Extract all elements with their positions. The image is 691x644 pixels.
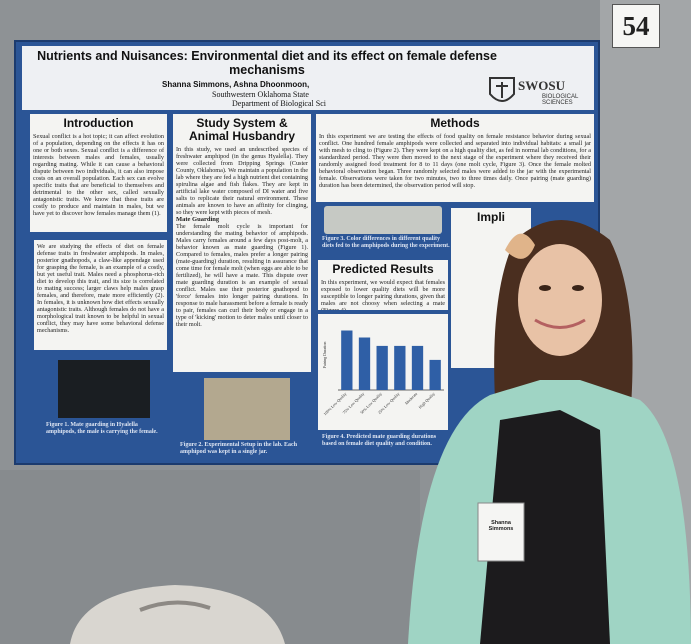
booth-number: 54 (612, 4, 660, 48)
department: Department of Biological Sci (232, 99, 326, 108)
figure-caption: Figure 1. Mate guarding in Hyalella amph… (46, 422, 158, 435)
figure-caption: Figure 3. Color differences in different… (322, 236, 450, 249)
badge-name: Shanna Simmons (488, 520, 514, 532)
badge (477, 502, 525, 562)
chair-handle (139, 600, 211, 612)
eye (539, 285, 551, 291)
methods-panel: Methods In this experiment we are testin… (316, 114, 594, 202)
figure-photo (324, 206, 442, 234)
figure-photo (204, 378, 290, 440)
intro-panel-2: We are studying the effects of diet on f… (34, 240, 167, 350)
authors: Shanna Simmons, Ashna Dhoonmoon, (162, 80, 310, 89)
subheading: Mate Guarding (176, 216, 220, 223)
paragraph: We are studying the effects of diet on f… (37, 243, 164, 334)
paragraph: Sexual conflict is a hot topic; it can a… (33, 133, 164, 217)
paragraph: In this experiment we are testing the ef… (319, 133, 591, 189)
face (518, 244, 602, 356)
results-panel: Predicted Results In this experiment, we… (318, 260, 448, 310)
bar (358, 337, 371, 390)
title-band: Nutrients and Nuisances: Environmental d… (22, 46, 594, 110)
smile (534, 318, 586, 329)
paragraph: The female molt cycle is important for u… (176, 223, 308, 328)
figure-caption: Figure 4. Predicted mate guarding durati… (322, 434, 437, 447)
poster-title: Nutrients and Nuisances: Environmental d… (37, 49, 497, 77)
bar (341, 330, 353, 390)
eye (572, 285, 584, 291)
intro-panel: Introduction Sexual conflict is a hot to… (30, 114, 167, 232)
bar (411, 345, 424, 390)
section-heading: Methods (430, 116, 480, 130)
figure-photo (58, 360, 150, 418)
bar (394, 345, 406, 390)
y-axis-label: Pairing Duration (322, 342, 327, 369)
section-heading: Study System & Animal Husbandry (188, 116, 296, 143)
paragraph: In this study, we used an undescribed sp… (176, 146, 308, 216)
poster: Nutrients and Nuisances: Environmental d… (14, 40, 600, 465)
paragraph: In this experiment, we would expect that… (321, 279, 445, 310)
study-panel: Study System & Animal Husbandry In this … (173, 114, 311, 372)
bar (376, 345, 388, 390)
logo-unit: BIOLOGICAL SCIENCES (542, 94, 579, 106)
section-heading: Introduction (63, 116, 134, 130)
figure-caption: Figure 2. Experimental Setup in the lab.… (180, 442, 298, 455)
logo-shield (489, 77, 515, 102)
bar (429, 359, 441, 390)
section-heading: Predicted Results (332, 262, 434, 276)
section-heading: Impli (476, 210, 505, 224)
hair-flower (505, 233, 535, 259)
logo-name: SWOSU (518, 78, 565, 93)
chair (70, 585, 285, 644)
institution: Southwestern Oklahoma State (212, 90, 309, 99)
top (480, 410, 610, 644)
